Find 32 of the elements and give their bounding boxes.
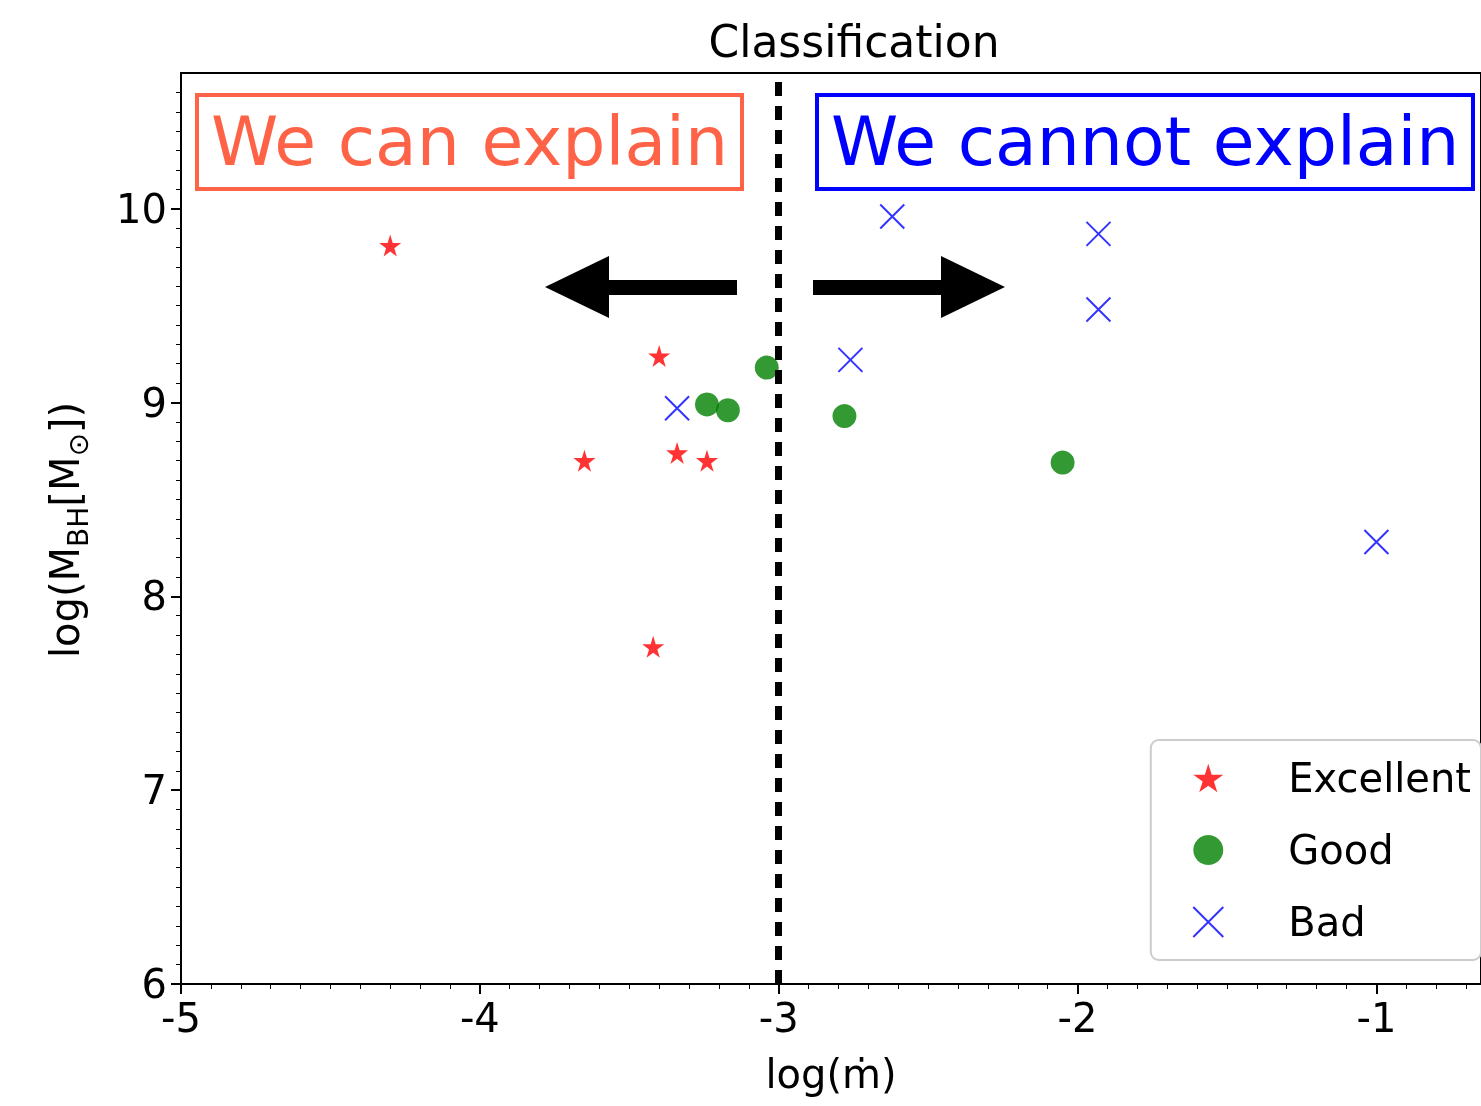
point [879,203,906,230]
y-tick-label: 7 [141,767,167,814]
point [695,449,718,472]
annotation: We cannot explain [815,93,1476,191]
chart-title: Classification [708,15,1000,67]
point [754,355,779,380]
point [666,441,689,464]
point [837,346,864,373]
point [664,395,691,422]
x-tick-label: -1 [1356,995,1397,1041]
x-tick-label: -2 [1057,995,1098,1041]
point [1050,450,1075,475]
point [832,404,857,429]
point [1363,529,1390,556]
x-tick-label: -4 [459,995,500,1041]
point [379,234,402,257]
point [648,344,671,367]
x-axis-title: log(ṁ) [765,1051,897,1097]
y-tick-label: 10 [116,185,167,232]
point [695,392,719,417]
point [573,449,596,472]
y-tick-label: 9 [141,379,167,426]
point [1085,296,1112,323]
legend-label: Excellent [1288,755,1471,801]
y-tick-label: 8 [141,573,167,620]
annotation: We can explain [195,93,745,191]
legend-label: Bad [1288,899,1366,945]
legend-label: Good [1288,827,1394,873]
point [642,635,665,658]
point [715,398,740,423]
point [1085,220,1112,247]
x-tick-label: -3 [758,995,799,1041]
